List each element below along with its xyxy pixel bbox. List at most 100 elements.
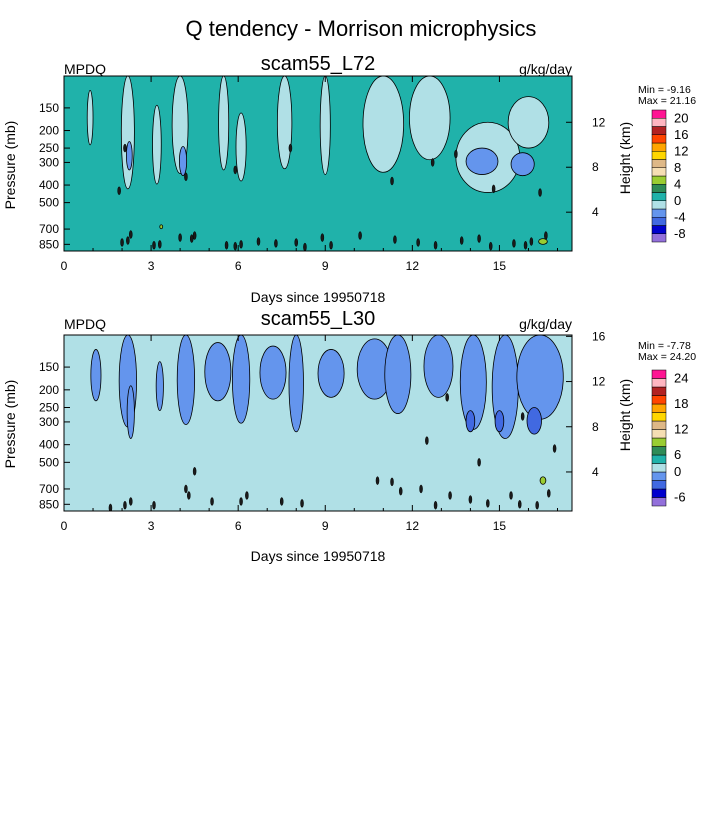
x-axis-label: Days since 19950718 xyxy=(251,289,386,305)
contour-region xyxy=(516,335,564,420)
contour-speck xyxy=(535,500,539,510)
colorbar-label: 6 xyxy=(674,447,681,462)
colorbar-box xyxy=(651,184,667,193)
contour-speck xyxy=(178,233,182,242)
colorbar-box xyxy=(651,142,667,152)
contour-speck xyxy=(192,231,197,240)
contour-speck xyxy=(184,172,188,182)
contour-region xyxy=(218,76,230,171)
colorbar-label: -4 xyxy=(674,209,686,224)
contour-speck xyxy=(512,239,516,248)
y-tick-label: 500 xyxy=(39,196,59,210)
contour-region xyxy=(507,96,550,149)
contour-region xyxy=(126,385,135,439)
contour-region xyxy=(276,76,293,170)
panel-center-title: scam55_L30 xyxy=(261,308,376,330)
plot-frame xyxy=(63,334,573,512)
y-tick-label: 400 xyxy=(39,178,59,192)
contour-speck xyxy=(358,231,362,240)
contour-group xyxy=(64,335,572,511)
contour-region xyxy=(231,335,251,424)
contour-speck xyxy=(239,240,243,249)
panel-units: g/kg/day xyxy=(519,61,572,77)
colorbar-label: 20 xyxy=(674,110,688,125)
colorbar-box xyxy=(651,208,667,218)
contour-speck xyxy=(425,436,429,445)
contour-group xyxy=(64,76,572,251)
contour-speck xyxy=(520,412,525,421)
colorbar-label: 12 xyxy=(674,143,688,158)
contour-speck xyxy=(239,497,243,506)
colorbar-box xyxy=(651,225,667,234)
contour-speck xyxy=(126,236,130,245)
y-tick-label: 700 xyxy=(39,222,59,236)
contour-speck xyxy=(488,241,493,251)
contour-region xyxy=(126,141,133,171)
contour-speck xyxy=(123,143,127,153)
contour-speck xyxy=(120,238,124,247)
colorbar-box xyxy=(651,175,667,185)
x-tick-label: 9 xyxy=(322,519,329,533)
colorbar-box xyxy=(651,454,667,464)
colorbar-box xyxy=(651,488,667,498)
contour-speck xyxy=(288,143,293,153)
contour-region xyxy=(465,147,499,175)
colorbar-label: 12 xyxy=(674,422,688,437)
colorbar-box xyxy=(651,480,667,490)
contour-region xyxy=(235,112,247,182)
panel-units: g/kg/day xyxy=(519,316,572,332)
contour-region xyxy=(259,345,287,400)
panel-center-title: scam55_L72 xyxy=(261,53,376,75)
y-tick-label: 200 xyxy=(39,383,59,397)
stats-max: Max = 21.16 xyxy=(638,95,696,107)
y2-tick-label: 8 xyxy=(592,420,599,434)
contour-region xyxy=(176,335,196,425)
contour-region xyxy=(178,146,188,177)
colorbar-box xyxy=(651,471,667,481)
x-tick-label: 9 xyxy=(322,259,329,273)
stats-max: Max = 24.20 xyxy=(638,351,696,363)
colorbar-box xyxy=(651,412,667,422)
y-tick-label: 250 xyxy=(39,400,59,414)
colorbar-box xyxy=(651,167,667,177)
contour-speck xyxy=(224,241,229,250)
colorbar-box xyxy=(651,497,667,507)
x-tick-label: 15 xyxy=(493,519,507,533)
colorbar-label: 8 xyxy=(674,160,681,175)
colorbar-box xyxy=(651,420,667,430)
colorbar-box xyxy=(651,126,667,135)
colorbar-box xyxy=(651,378,667,388)
contour-speck xyxy=(129,230,133,239)
x-tick-label: 12 xyxy=(406,259,420,273)
colorbar-box xyxy=(651,386,667,396)
contour-speck xyxy=(486,499,490,508)
figure-title: Q tendency - Morrison microphysics xyxy=(186,16,537,41)
contour-speck xyxy=(375,476,380,485)
x-tick-label: 15 xyxy=(493,259,507,273)
contour-region xyxy=(204,342,232,402)
contour-region xyxy=(465,410,476,433)
contour-speck xyxy=(393,235,397,244)
panel-scam55-l30: MPDQ scam55_L30 g/kg/day Min = -7.78 Max… xyxy=(2,308,696,564)
colorbar-box xyxy=(651,437,667,447)
x-tick-label: 6 xyxy=(235,519,242,533)
contour-speck xyxy=(187,491,191,500)
contour-speck xyxy=(523,241,528,250)
contour-speck xyxy=(433,500,438,510)
contour-region xyxy=(86,89,94,146)
y-tick-label: 200 xyxy=(39,124,59,138)
contour-speck xyxy=(398,486,403,496)
x-tick-label: 12 xyxy=(406,519,420,533)
contour-speck xyxy=(517,500,522,509)
contour-speck xyxy=(416,238,420,247)
y2-axis-label: Height (km) xyxy=(617,122,633,194)
y-tick-label: 250 xyxy=(39,141,59,155)
contour-speck xyxy=(448,491,452,500)
contour-region xyxy=(288,335,304,433)
contour-region xyxy=(159,224,164,230)
colorbar-box xyxy=(651,233,667,243)
y-tick-label: 150 xyxy=(39,360,59,374)
